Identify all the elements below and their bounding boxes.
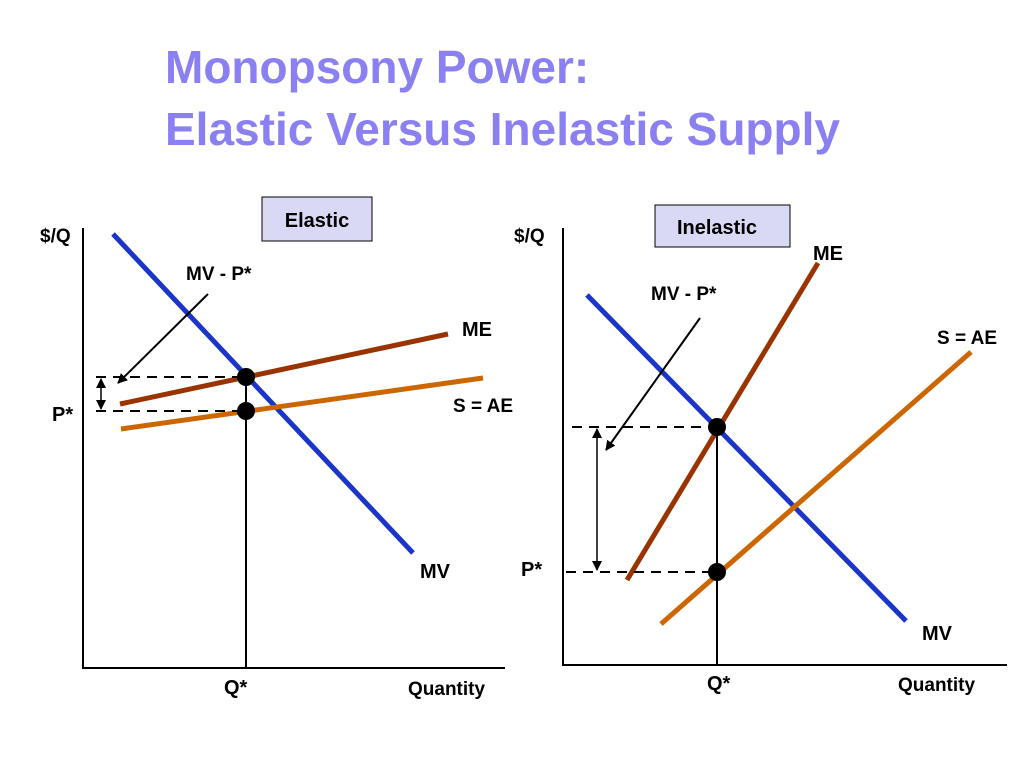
pointer-arrow xyxy=(605,317,701,451)
curve-label: ME xyxy=(462,319,492,341)
elastic-panel: Elastic $/Q MV - P* ME S = AE MV P* Q* Q… xyxy=(40,196,513,700)
x-axis-label: Quantity xyxy=(408,679,485,700)
me-curve xyxy=(119,331,449,407)
p-star-label: P* xyxy=(521,559,542,581)
curve-label: ME xyxy=(813,243,843,265)
point xyxy=(237,368,255,386)
panel-label: Elastic xyxy=(285,210,349,232)
mv-curve xyxy=(585,293,908,623)
curve-label: MV xyxy=(922,623,953,645)
curve-label: MV xyxy=(420,561,451,583)
pointer-arrow xyxy=(117,293,209,384)
q-star-label: Q* xyxy=(707,673,731,695)
point xyxy=(708,563,726,581)
panel-label-box xyxy=(261,196,373,242)
inelastic-panel: Inelastic $/Q MV - P* ME S = AE MV P* Q*… xyxy=(514,204,1007,696)
title-line: Monopsony Power: xyxy=(165,41,589,93)
y-axis-label: $/Q xyxy=(40,226,71,247)
supply-curve xyxy=(120,375,484,432)
x-axis-label: Quantity xyxy=(898,675,975,696)
panel-label: Inelastic xyxy=(677,217,757,239)
point xyxy=(708,418,726,436)
mv-curve xyxy=(111,232,415,555)
point xyxy=(237,402,255,420)
title-line: Elastic Versus Inelastic Supply xyxy=(165,103,840,155)
panel-label-box xyxy=(654,204,791,248)
y-axis-label: $/Q xyxy=(514,226,545,247)
curve-label: S = AE xyxy=(937,328,997,349)
curve-label: S = AE xyxy=(453,396,513,417)
q-star-label: Q* xyxy=(224,677,248,699)
p-star-label: P* xyxy=(52,404,73,426)
annotation: MV - P* xyxy=(651,284,717,305)
annotation: MV - P* xyxy=(186,264,252,285)
